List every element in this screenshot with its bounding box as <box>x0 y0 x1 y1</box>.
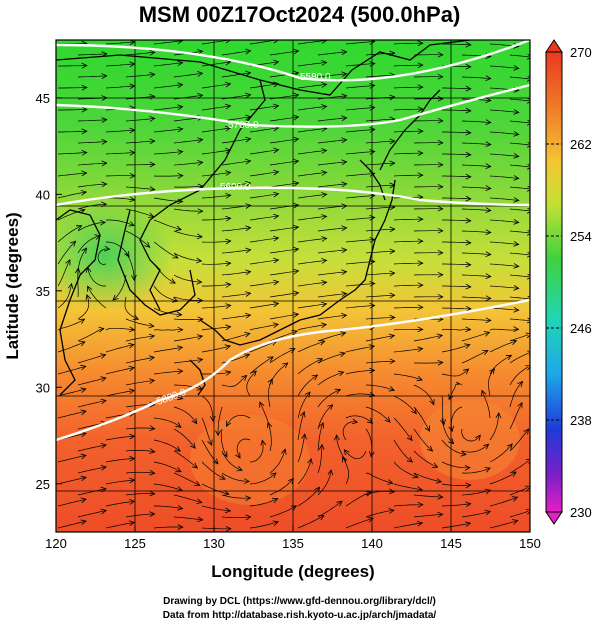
footer-source: Data from http://database.rish.kyoto-u.a… <box>0 610 599 621</box>
x-axis-label: Longitude (degrees) <box>211 562 374 581</box>
colorbar-tick-label: 262 <box>570 137 592 152</box>
colorbar-tick-label: 246 <box>570 321 592 336</box>
colorbar-tick-label: 270 <box>570 45 592 60</box>
x-tick-label: 130 <box>203 536 225 551</box>
footer-credit: Drawing by DCL (https://www.gfd-dennou.o… <box>0 596 599 607</box>
contour-label-5600: 5600.0 <box>220 182 251 193</box>
temperature-field: 5580.0 5700.0 5600.0 5880.0 <box>35 38 533 532</box>
contour-label-5580: 5580.0 <box>300 72 331 83</box>
x-tick-label: 150 <box>519 536 541 551</box>
colorbar-tick-label: 238 <box>570 413 592 428</box>
colorbar: 270 262 254 246 238 230 <box>546 40 592 524</box>
x-tick-label: 135 <box>282 536 304 551</box>
x-tick-label: 145 <box>440 536 462 551</box>
y-tick-label: 30 <box>36 380 50 395</box>
y-tick-label: 45 <box>36 91 50 106</box>
x-tick-label: 120 <box>45 536 67 551</box>
y-tick-label: 25 <box>36 477 50 492</box>
colorbar-tick-label: 254 <box>570 229 592 244</box>
x-tick-label: 125 <box>124 536 146 551</box>
x-tick-label: 140 <box>361 536 383 551</box>
contour-label-5700: 5700.0 <box>228 120 259 131</box>
y-tick-label: 40 <box>36 187 50 202</box>
y-tick-label: 35 <box>36 284 50 299</box>
colorbar-tick-label: 230 <box>570 505 592 520</box>
y-axis-label: Latitude (degrees) <box>3 212 22 359</box>
